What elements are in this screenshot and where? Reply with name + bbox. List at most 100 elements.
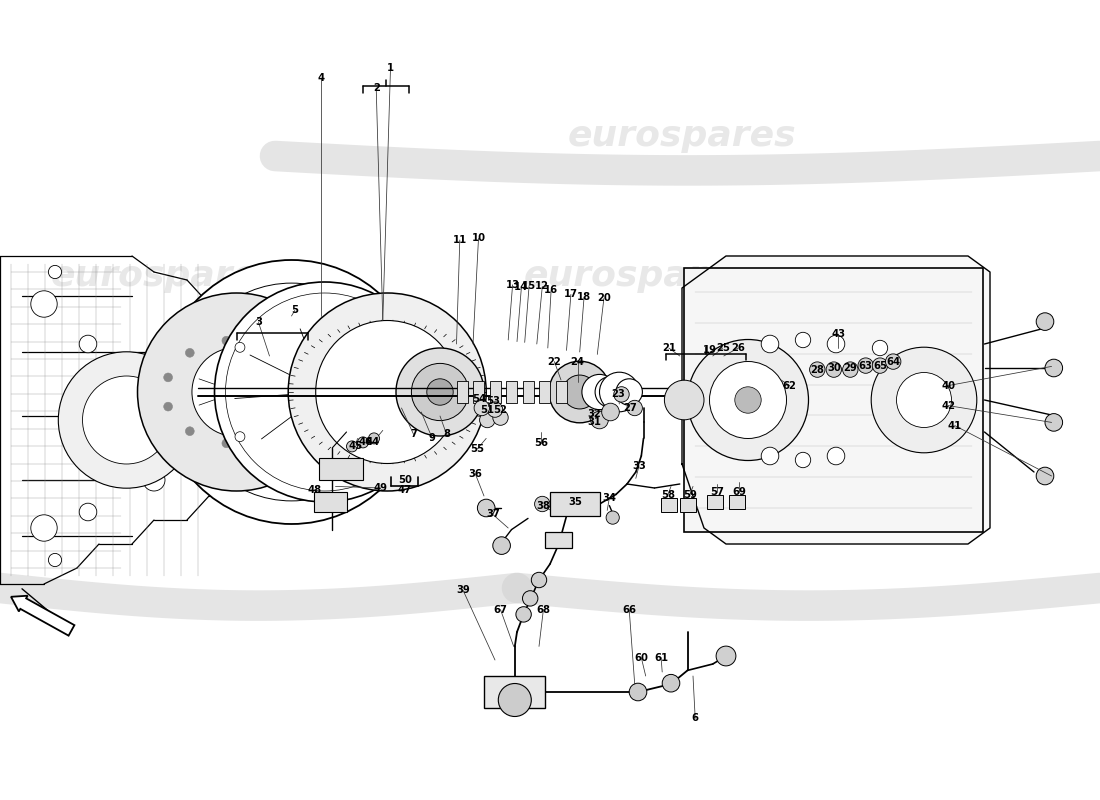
Circle shape — [827, 335, 845, 353]
Circle shape — [761, 335, 779, 353]
Circle shape — [827, 447, 845, 465]
Circle shape — [214, 282, 434, 502]
Circle shape — [843, 362, 858, 378]
Text: 52: 52 — [494, 405, 507, 414]
Circle shape — [160, 260, 424, 524]
Bar — [707, 494, 723, 509]
Circle shape — [480, 412, 495, 428]
Text: 19: 19 — [703, 345, 716, 354]
Text: 53: 53 — [486, 396, 499, 406]
Text: 21: 21 — [662, 343, 675, 353]
Text: 62: 62 — [783, 381, 796, 390]
Circle shape — [199, 356, 210, 367]
Circle shape — [616, 379, 642, 405]
Bar — [680, 498, 695, 512]
Bar — [684, 268, 983, 532]
Text: 51: 51 — [481, 405, 494, 414]
Text: 25: 25 — [716, 343, 729, 353]
Text: 8: 8 — [443, 430, 450, 439]
Text: 41: 41 — [948, 421, 961, 430]
Bar — [556, 381, 566, 403]
Text: 6: 6 — [692, 714, 698, 723]
Text: 58: 58 — [661, 490, 674, 500]
Bar — [506, 381, 517, 403]
Circle shape — [886, 354, 901, 370]
Circle shape — [563, 375, 596, 409]
Circle shape — [79, 503, 97, 521]
Text: 24: 24 — [571, 358, 584, 367]
Bar — [456, 381, 468, 403]
Circle shape — [662, 674, 680, 692]
Circle shape — [304, 387, 312, 396]
Text: 12: 12 — [536, 282, 549, 291]
Circle shape — [872, 358, 888, 374]
Text: 36: 36 — [469, 469, 482, 478]
Bar — [729, 494, 745, 509]
Text: 5: 5 — [292, 306, 298, 315]
Text: 13: 13 — [506, 280, 519, 290]
Circle shape — [477, 499, 495, 517]
Text: 20: 20 — [597, 294, 611, 303]
Circle shape — [262, 434, 271, 443]
Text: 9: 9 — [429, 434, 436, 443]
Circle shape — [516, 606, 531, 622]
Text: 34: 34 — [603, 493, 616, 502]
Text: 55: 55 — [471, 444, 484, 454]
Bar — [314, 492, 346, 512]
Text: 27: 27 — [624, 403, 637, 413]
Text: 48: 48 — [308, 485, 321, 494]
Circle shape — [31, 515, 57, 541]
Circle shape — [795, 332, 811, 348]
Text: 29: 29 — [844, 363, 857, 373]
Circle shape — [272, 372, 311, 412]
Circle shape — [199, 417, 210, 428]
Circle shape — [222, 336, 231, 345]
Circle shape — [164, 402, 173, 411]
Circle shape — [262, 341, 271, 350]
Text: 63: 63 — [859, 361, 872, 370]
Circle shape — [761, 447, 779, 465]
Bar — [473, 381, 484, 403]
Circle shape — [316, 321, 459, 463]
Text: 33: 33 — [632, 461, 646, 470]
Text: 7: 7 — [410, 430, 417, 439]
Text: 49: 49 — [374, 483, 387, 493]
Circle shape — [411, 363, 469, 421]
Circle shape — [264, 455, 275, 466]
Circle shape — [582, 374, 617, 410]
Text: 61: 61 — [654, 653, 668, 662]
Text: 42: 42 — [942, 401, 955, 410]
Circle shape — [591, 411, 608, 429]
Circle shape — [214, 370, 258, 414]
Text: 35: 35 — [569, 497, 582, 506]
Bar — [539, 381, 550, 403]
Circle shape — [235, 432, 245, 442]
Circle shape — [186, 349, 195, 358]
Circle shape — [826, 362, 842, 378]
Circle shape — [79, 335, 97, 353]
Circle shape — [498, 683, 531, 717]
Text: 10: 10 — [472, 234, 485, 243]
Circle shape — [425, 387, 433, 397]
Bar — [661, 498, 676, 512]
Circle shape — [627, 400, 642, 416]
Text: eurospares: eurospares — [51, 259, 279, 293]
Bar — [550, 492, 600, 516]
Text: 18: 18 — [578, 292, 591, 302]
Text: 68: 68 — [537, 605, 550, 614]
Circle shape — [222, 439, 231, 448]
Circle shape — [1036, 467, 1054, 485]
Polygon shape — [682, 256, 990, 544]
Circle shape — [549, 362, 610, 422]
Circle shape — [226, 293, 424, 491]
Circle shape — [186, 426, 195, 435]
Bar — [490, 381, 500, 403]
FancyArrow shape — [11, 596, 75, 636]
Circle shape — [311, 379, 338, 405]
Text: 4: 4 — [318, 74, 324, 83]
Bar — [544, 532, 572, 548]
Text: 17: 17 — [564, 290, 578, 299]
Circle shape — [58, 352, 195, 488]
Circle shape — [716, 646, 736, 666]
Text: 16: 16 — [544, 286, 558, 295]
